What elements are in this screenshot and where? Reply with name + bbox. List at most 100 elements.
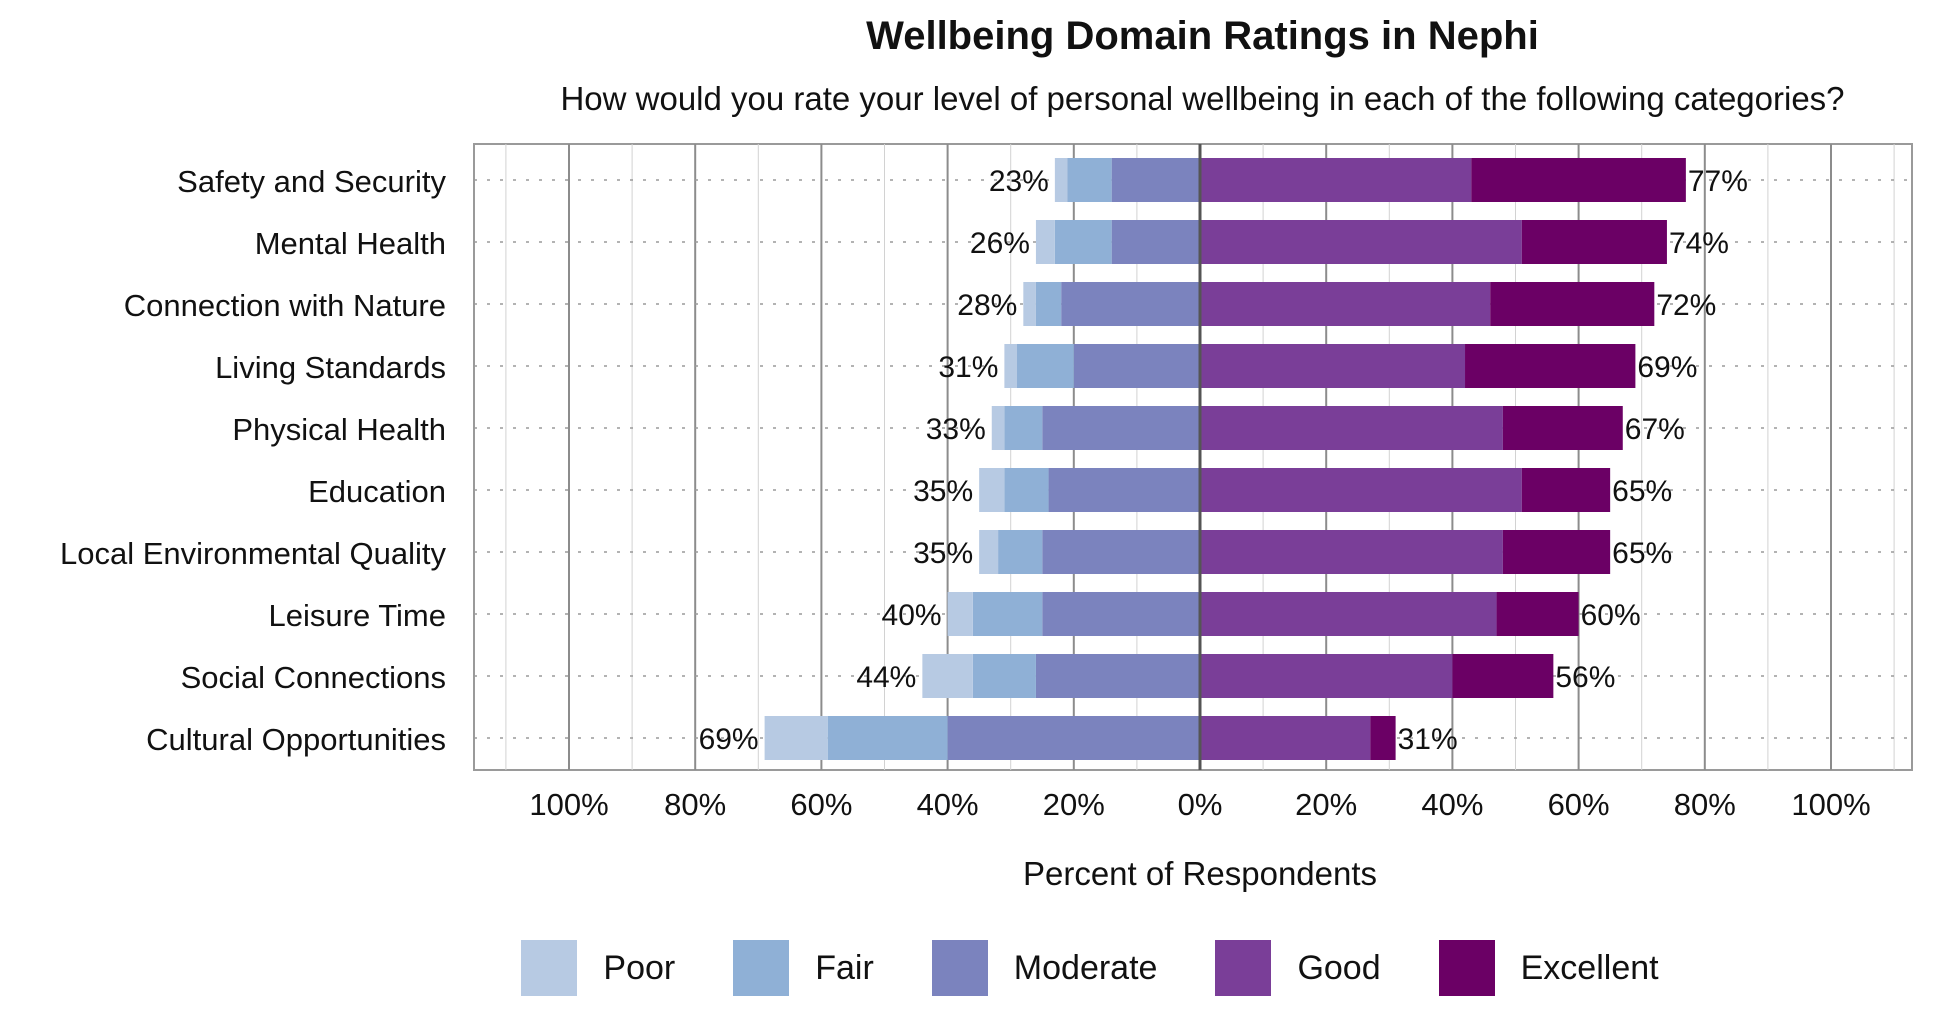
negative-total-label: 44%	[856, 661, 916, 694]
bar-moderate-education	[1048, 468, 1200, 512]
category-label-cultural-opportunities: Cultural Opportunities	[146, 722, 446, 757]
bar-excellent-social-connections	[1452, 654, 1554, 698]
chart-title: Wellbeing Domain Ratings in Nephi	[866, 14, 1539, 58]
bar-moderate-leisure-time	[1042, 592, 1200, 636]
x-tick-label: 40%	[1421, 787, 1483, 822]
negative-total-label: 69%	[699, 723, 759, 756]
legend-swatch-good	[1215, 940, 1272, 996]
bar-excellent-connection-with-nature	[1490, 282, 1655, 326]
bar-poor-social-connections	[922, 654, 973, 698]
bar-fair-safety-and-security	[1067, 158, 1112, 202]
legend-label-fair: Fair	[815, 948, 874, 987]
bar-good-physical-health	[1200, 406, 1503, 450]
bar-good-cultural-opportunities	[1200, 716, 1371, 760]
bar-poor-leisure-time	[947, 592, 973, 636]
category-label-education: Education	[308, 474, 446, 509]
bar-excellent-safety-and-security	[1471, 158, 1686, 202]
bar-good-living-standards	[1200, 344, 1466, 388]
bar-fair-living-standards	[1017, 344, 1074, 388]
legend-item-moderate: Moderate	[931, 940, 1158, 996]
positive-total-label: 74%	[1669, 227, 1729, 260]
x-tick-label: 20%	[1295, 787, 1357, 822]
bar-moderate-safety-and-security	[1111, 158, 1200, 202]
bar-good-connection-with-nature	[1200, 282, 1491, 326]
bar-moderate-mental-health	[1111, 220, 1200, 264]
bar-poor-physical-health	[991, 406, 1005, 450]
bar-poor-education	[979, 468, 1005, 512]
legend-item-poor: Poor	[521, 940, 675, 996]
negative-total-label: 31%	[938, 351, 998, 384]
positive-total-label: 31%	[1398, 723, 1458, 756]
positive-total-label: 67%	[1625, 413, 1685, 446]
bar-excellent-education	[1521, 468, 1611, 512]
legend-item-excellent: Excellent	[1438, 940, 1659, 996]
legend-swatch-fair	[733, 940, 790, 996]
bar-poor-cultural-opportunities	[764, 716, 828, 760]
bar-excellent-physical-health	[1502, 406, 1623, 450]
bar-good-education	[1200, 468, 1522, 512]
negative-total-label: 40%	[882, 599, 942, 632]
legend-item-good: Good	[1215, 940, 1381, 996]
positive-total-label: 56%	[1555, 661, 1615, 694]
x-tick-label: 20%	[1043, 787, 1105, 822]
category-label-mental-health: Mental Health	[255, 226, 446, 261]
x-tick-label: 100%	[529, 787, 608, 822]
bar-moderate-living-standards	[1073, 344, 1200, 388]
negative-total-label: 35%	[913, 537, 973, 570]
category-label-local-environmental-quality: Local Environmental Quality	[60, 536, 446, 571]
bar-fair-mental-health	[1054, 220, 1112, 264]
bar-moderate-physical-health	[1042, 406, 1200, 450]
bar-moderate-cultural-opportunities	[947, 716, 1200, 760]
x-tick-label: 80%	[1674, 787, 1736, 822]
bar-poor-mental-health	[1035, 220, 1055, 264]
bar-poor-living-standards	[1004, 344, 1018, 388]
bar-moderate-connection-with-nature	[1061, 282, 1200, 326]
x-tick-label: 0%	[1178, 787, 1223, 822]
bar-moderate-social-connections	[1035, 654, 1200, 698]
negative-total-label: 28%	[957, 289, 1017, 322]
legend-label-moderate: Moderate	[1013, 948, 1158, 987]
category-label-connection-with-nature: Connection with Nature	[124, 288, 446, 323]
chart-subtitle: How would you rate your level of persona…	[560, 80, 1845, 117]
category-label-physical-health: Physical Health	[232, 412, 446, 447]
bar-good-safety-and-security	[1200, 158, 1472, 202]
legend-label-excellent: Excellent	[1520, 948, 1659, 987]
positive-total-label: 65%	[1612, 537, 1672, 570]
bar-good-social-connections	[1200, 654, 1453, 698]
bar-excellent-leisure-time	[1496, 592, 1579, 636]
positive-total-label: 72%	[1656, 289, 1716, 322]
positive-total-label: 65%	[1612, 475, 1672, 508]
x-tick-label: 40%	[917, 787, 979, 822]
diverging-bar-chart: 23% 77% Safety and Security 26% 74% Mental He…	[60, 143, 1913, 892]
legend-label-good: Good	[1297, 948, 1381, 987]
bar-good-local-environmental-quality	[1200, 530, 1503, 574]
positive-total-label: 77%	[1688, 165, 1748, 198]
negative-total-label: 35%	[913, 475, 973, 508]
bar-fair-social-connections	[972, 654, 1036, 698]
bar-fair-leisure-time	[972, 592, 1043, 636]
positive-total-label: 69%	[1637, 351, 1697, 384]
bar-poor-connection-with-nature	[1023, 282, 1036, 326]
legend-swatch-moderate	[931, 940, 988, 996]
x-tick-label: 60%	[790, 787, 852, 822]
x-tick-label: 100%	[1791, 787, 1870, 822]
x-axis-title: Percent of Respondents	[1023, 855, 1377, 892]
legend-item-fair: Fair	[733, 940, 874, 996]
category-label-social-connections: Social Connections	[181, 660, 446, 695]
positive-total-label: 60%	[1581, 599, 1641, 632]
bar-excellent-local-environmental-quality	[1502, 530, 1611, 574]
legend: Poor Fair Moderate Good Excellent	[0, 940, 1950, 996]
bar-good-leisure-time	[1200, 592, 1497, 636]
x-tick-label: 60%	[1548, 787, 1610, 822]
negative-total-label: 26%	[970, 227, 1030, 260]
bar-fair-cultural-opportunities	[827, 716, 948, 760]
category-label-leisure-time: Leisure Time	[269, 598, 446, 633]
bar-fair-local-environmental-quality	[998, 530, 1043, 574]
category-label-living-standards: Living Standards	[215, 350, 446, 385]
bar-moderate-local-environmental-quality	[1042, 530, 1200, 574]
bar-excellent-cultural-opportunities	[1370, 716, 1396, 760]
bar-good-mental-health	[1200, 220, 1522, 264]
bar-excellent-mental-health	[1521, 220, 1667, 264]
bar-fair-physical-health	[1004, 406, 1043, 450]
legend-label-poor: Poor	[603, 948, 676, 987]
